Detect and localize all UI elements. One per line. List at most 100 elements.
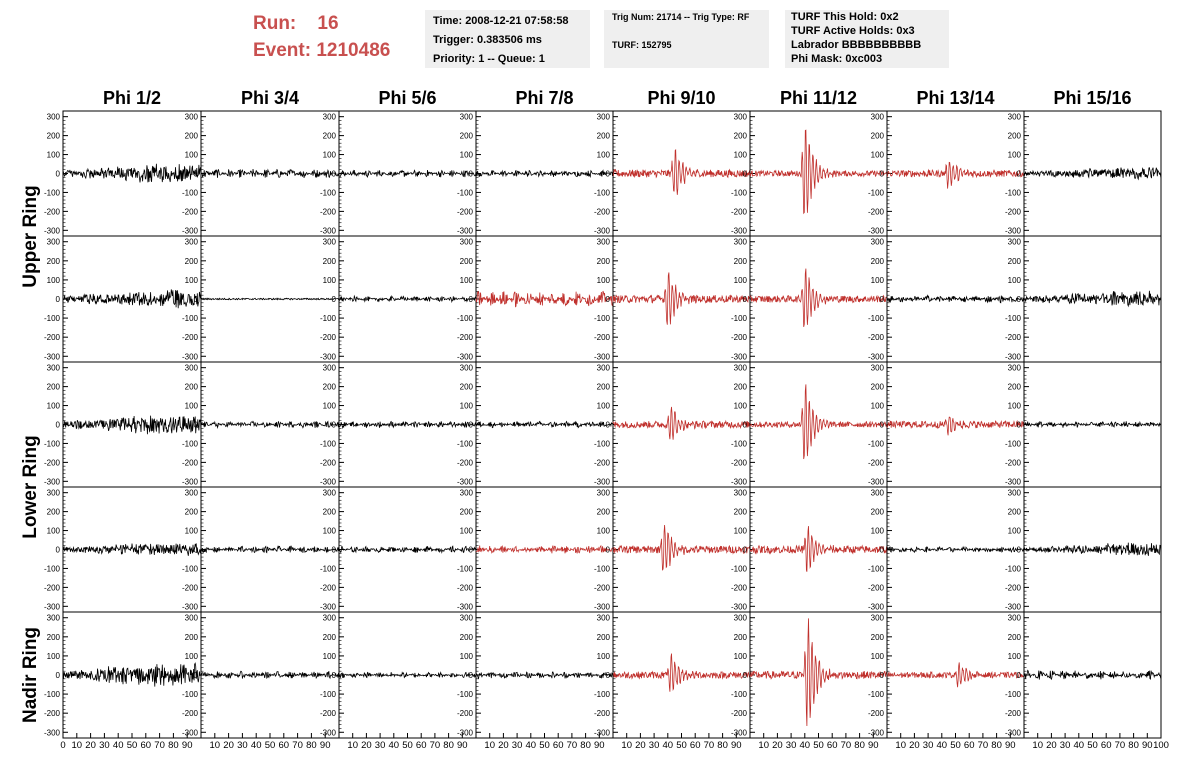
y-tick-label: 200 bbox=[47, 257, 61, 266]
y-tick-label: 200 bbox=[871, 508, 885, 517]
y-tick-label: -200 bbox=[182, 583, 199, 592]
x-tick-label: 10 bbox=[895, 740, 906, 751]
y-tick-label: -200 bbox=[731, 583, 748, 592]
y-tick-label: -100 bbox=[868, 564, 885, 573]
y-tick-label: 100 bbox=[1008, 527, 1022, 536]
y-tick-label: 0 bbox=[194, 546, 199, 555]
y-tick-label: -200 bbox=[1005, 458, 1022, 467]
y-tick-label: -100 bbox=[44, 690, 61, 699]
x-tick-label: 70 bbox=[1115, 740, 1126, 751]
x-tick-label: 0 bbox=[60, 740, 65, 751]
column-header-8: Phi 15/16 bbox=[1053, 88, 1131, 108]
labrador-text: Labrador BBBBBBBBBB bbox=[791, 39, 922, 51]
y-tick-label: 300 bbox=[460, 364, 474, 373]
x-tick-label: 80 bbox=[1128, 740, 1139, 751]
y-tick-label: -300 bbox=[868, 477, 885, 486]
row-label-nadir-ring: Nadir Ring bbox=[20, 627, 41, 723]
y-tick-label: 300 bbox=[185, 614, 199, 623]
column-header-2: Phi 3/4 bbox=[241, 88, 299, 108]
y-tick-label: 100 bbox=[323, 652, 337, 661]
waveform-r4-c3 bbox=[338, 545, 477, 554]
waveform-r1-c5 bbox=[612, 148, 751, 195]
y-tick-label: 100 bbox=[460, 652, 474, 661]
y-tick-label: 200 bbox=[597, 132, 611, 141]
x-tick-label: 30 bbox=[99, 740, 110, 751]
y-tick-label: 100 bbox=[734, 652, 748, 661]
run-event-info: Run: 16 Event: 1210486 bbox=[253, 10, 423, 64]
x-tick-label: 60 bbox=[690, 740, 701, 751]
y-tick-label: 100 bbox=[323, 151, 337, 160]
y-tick-label: 0 bbox=[1017, 421, 1022, 430]
y-tick-label: -100 bbox=[457, 439, 474, 448]
y-tick-label: -300 bbox=[731, 602, 748, 611]
turf-active-text: TURF Active Holds: 0x3 bbox=[791, 25, 915, 37]
y-tick-label: -100 bbox=[320, 188, 337, 197]
y-tick-label: 200 bbox=[734, 132, 748, 141]
column-header-3: Phi 5/6 bbox=[378, 88, 436, 108]
x-tick-label: 20 bbox=[85, 740, 96, 751]
y-tick-label: 0 bbox=[194, 295, 199, 304]
y-tick-label: -100 bbox=[1005, 188, 1022, 197]
y-tick-label: -100 bbox=[731, 564, 748, 573]
x-tick-label: 20 bbox=[635, 740, 646, 751]
x-tick-label: 10 bbox=[72, 740, 83, 751]
column-header-4: Phi 7/8 bbox=[515, 88, 573, 108]
y-tick-label: -200 bbox=[44, 333, 61, 342]
y-tick-label: 200 bbox=[185, 508, 199, 517]
y-tick-label: 0 bbox=[332, 671, 337, 680]
y-tick-label: -100 bbox=[731, 188, 748, 197]
y-tick-label: -100 bbox=[320, 690, 337, 699]
waveform-r1-c8 bbox=[1023, 167, 1162, 181]
y-tick-label: -200 bbox=[457, 333, 474, 342]
y-tick-label: 100 bbox=[323, 527, 337, 536]
y-tick-label: 0 bbox=[743, 295, 748, 304]
waveform-r3-c4 bbox=[475, 420, 614, 429]
y-tick-label: -100 bbox=[182, 188, 199, 197]
y-tick-label: 0 bbox=[56, 671, 61, 680]
run-label: Run: bbox=[253, 13, 297, 34]
x-tick-label: 60 bbox=[279, 740, 290, 751]
y-tick-label: 300 bbox=[871, 364, 885, 373]
y-tick-label: -300 bbox=[457, 352, 474, 361]
waveform-r1-c7 bbox=[886, 161, 1025, 189]
y-tick-label: -100 bbox=[1005, 314, 1022, 323]
y-tick-label: 100 bbox=[734, 151, 748, 160]
y-tick-label: 0 bbox=[1017, 295, 1022, 304]
y-tick-label: -300 bbox=[182, 602, 199, 611]
waveform-r2-c6 bbox=[749, 268, 888, 327]
y-tick-label: -300 bbox=[868, 602, 885, 611]
x-tick-label: 80 bbox=[443, 740, 454, 751]
y-tick-label: 0 bbox=[469, 295, 474, 304]
y-tick-label: -300 bbox=[457, 226, 474, 235]
y-tick-label: -300 bbox=[868, 226, 885, 235]
y-tick-label: -200 bbox=[320, 207, 337, 216]
y-tick-label: 0 bbox=[1017, 170, 1022, 179]
y-tick-label: 200 bbox=[185, 383, 199, 392]
y-tick-label: -100 bbox=[731, 439, 748, 448]
y-tick-label: -200 bbox=[44, 458, 61, 467]
waveform-r5-c1 bbox=[62, 662, 202, 687]
y-tick-label: 200 bbox=[597, 633, 611, 642]
x-tick-label: 40 bbox=[1074, 740, 1085, 751]
x-tick-label: 80 bbox=[717, 740, 728, 751]
y-tick-label: 200 bbox=[734, 508, 748, 517]
x-tick-label: 40 bbox=[526, 740, 537, 751]
y-tick-label: 300 bbox=[47, 364, 61, 373]
y-tick-label: -200 bbox=[320, 333, 337, 342]
y-tick-label: 0 bbox=[469, 421, 474, 430]
event-label: Event: bbox=[253, 40, 312, 61]
y-tick-label: 0 bbox=[880, 671, 885, 680]
y-tick-label: 300 bbox=[597, 364, 611, 373]
y-tick-label: -100 bbox=[1005, 564, 1022, 573]
y-tick-label: -100 bbox=[594, 690, 611, 699]
x-tick-label: 80 bbox=[991, 740, 1002, 751]
y-tick-label: -300 bbox=[731, 352, 748, 361]
waveform-r3-c7 bbox=[886, 416, 1025, 436]
x-tick-label: 70 bbox=[841, 740, 852, 751]
x-tick-label: 90 bbox=[320, 740, 331, 751]
y-tick-label: -200 bbox=[594, 709, 611, 718]
waveform-r1-c3 bbox=[338, 169, 477, 178]
y-tick-label: -100 bbox=[182, 439, 199, 448]
y-tick-label: -200 bbox=[1005, 333, 1022, 342]
waveform-r2-c3 bbox=[338, 294, 477, 304]
